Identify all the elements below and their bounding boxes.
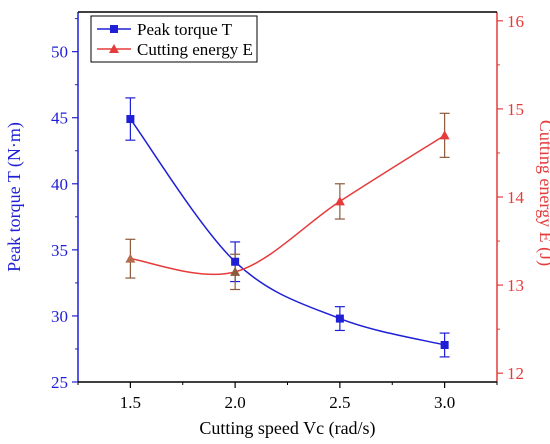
right-y-tick-label: 13: [507, 276, 524, 295]
right-y-tick-label: 15: [507, 100, 524, 119]
x-tick-label: 3.0: [434, 393, 455, 412]
right-y-axis-title: Cutting energy E (J): [535, 120, 550, 266]
triangle-marker-cutting-energy-e: [230, 266, 241, 276]
legend-item-cutting-energy: Cutting energy E: [97, 40, 253, 59]
legend-triangle-marker-icon: [109, 44, 119, 53]
legend-item-peak-torque: Peak torque T: [97, 20, 233, 39]
square-marker-peak-torque-t: [126, 115, 135, 124]
left-y-tick-label: 30: [51, 307, 68, 326]
x-tick-label: 2.5: [329, 393, 350, 412]
left-y-tick-label: 35: [51, 241, 68, 260]
square-marker-peak-torque-t: [231, 257, 240, 266]
left-y-tick-label: 50: [51, 43, 68, 62]
x-tick-label: 2.0: [225, 393, 246, 412]
square-marker-peak-torque-t: [440, 341, 449, 349]
series-line-cutting-energy-e: [130, 134, 446, 276]
legend-label-cutting-energy: Cutting energy E: [137, 40, 253, 59]
tick-labels: 1.5 2.0 2.5 3.0 25 30 35 40 45 50 12 13 14 15 16: [51, 12, 525, 412]
square-marker-peak-torque-t: [335, 314, 344, 323]
triangle-marker-cutting-energy-e: [439, 130, 450, 140]
error-bars: [125, 97, 450, 358]
legend-box: [90, 15, 258, 63]
x-axis-title: Cutting speed Vc (rad/s): [199, 418, 375, 439]
series-curves: [129, 118, 446, 346]
left-y-tick-label: 40: [51, 175, 68, 194]
triangle-marker-cutting-energy-e: [125, 253, 136, 263]
right-y-tick-label: 12: [507, 364, 524, 383]
series-line-peak-torque-t: [129, 118, 445, 346]
legend: Peak torque T Cutting energy E: [90, 15, 258, 63]
right-y-tick-label: 14: [507, 188, 525, 207]
legend-square-marker-icon: [110, 25, 118, 33]
axes: [77, 11, 498, 383]
right-y-tick-label: 16: [507, 12, 524, 31]
left-y-tick-label: 25: [51, 373, 68, 392]
legend-label-peak-torque: Peak torque T: [137, 20, 233, 39]
data-markers: [125, 115, 450, 349]
left-y-tick-label: 45: [51, 109, 68, 128]
left-y-axis-title: Peak torque T (N·m): [4, 122, 25, 272]
x-tick-label: 1.5: [120, 393, 141, 412]
tick-marks: [72, 18, 503, 388]
triangle-marker-cutting-energy-e: [334, 196, 345, 206]
